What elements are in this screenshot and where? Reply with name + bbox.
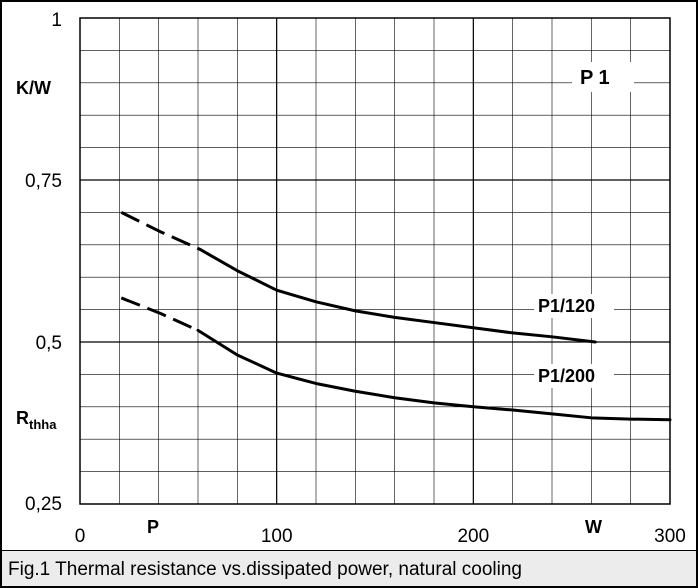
y-axis-subscript: thha	[29, 417, 57, 432]
series-label-mask-2	[534, 364, 614, 388]
series-1-line	[198, 247, 597, 344]
x-tick-labels: 0 100 200 300	[75, 526, 686, 547]
series-2-line	[196, 328, 672, 422]
series-2-extrapolated-segment	[120, 296, 199, 332]
y-tick-label: 0,5	[36, 333, 62, 354]
plot-area-border	[79, 17, 671, 505]
chart-title: P 1	[580, 67, 610, 89]
y-tick-label: 0,75	[25, 171, 62, 192]
x-tick-label: 200	[457, 526, 489, 547]
series-label-p1-120: P1/120	[538, 296, 595, 316]
y-tick-label: 0,25	[25, 494, 62, 515]
series-label-mask-1	[534, 294, 614, 318]
x-axis-symbol: P	[147, 517, 159, 537]
x-tick-label: 0	[75, 526, 86, 547]
y-axis-unit: K/W	[16, 78, 51, 98]
y-tick-label: 1	[51, 10, 62, 31]
x-tick-label: 300	[654, 526, 686, 547]
y-tick-labels: 0,25 0,5 0,75 1	[25, 10, 62, 515]
chart-svg: 0 100 200 300 0,25 0,5 0,75 1 P 1 K/W Rthha P …	[16, 10, 686, 547]
figure-caption: Fig.1 Thermal resistance vs.dissipated p…	[8, 558, 522, 580]
series-layer	[120, 211, 672, 422]
title-mask	[572, 62, 634, 92]
y-axis-symbol: R	[16, 408, 29, 428]
x-axis-unit: W	[585, 517, 602, 537]
series-label-p1-200: P1/200	[538, 366, 595, 386]
minor-gridlines-horizontal	[80, 50, 670, 472]
major-gridlines	[80, 18, 670, 504]
series-1-extrapolated-segment	[120, 211, 201, 251]
x-tick-label: 100	[261, 526, 293, 547]
y-axis-label: Rthha	[16, 408, 57, 432]
caption-bar: Fig.1 Thermal resistance vs.dissipated p…	[2, 550, 696, 586]
minor-gridlines-vertical	[119, 18, 631, 504]
